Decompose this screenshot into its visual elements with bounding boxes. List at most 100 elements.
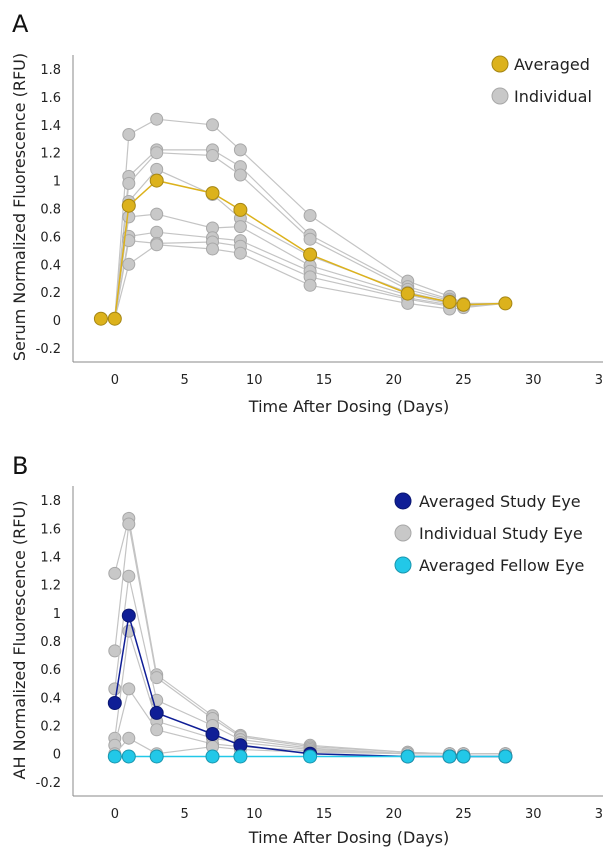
individual-point bbox=[122, 731, 136, 745]
x-axis-label: Time After Dosing (Days) bbox=[248, 397, 449, 416]
x-tick-label: 10 bbox=[246, 373, 263, 388]
individual-line bbox=[114, 630, 506, 755]
x-tick-label: 35 bbox=[595, 373, 603, 388]
individual-point bbox=[122, 569, 136, 583]
series-layer bbox=[93, 112, 513, 326]
individual-line bbox=[114, 576, 506, 755]
x-tick-label: 25 bbox=[455, 373, 472, 388]
averaged-point bbox=[456, 297, 471, 312]
averaged-point bbox=[400, 286, 415, 301]
averaged-point bbox=[149, 705, 164, 720]
averaged-series bbox=[93, 173, 513, 326]
individual-point bbox=[150, 225, 164, 239]
y-tick-label: -0.2 bbox=[36, 776, 61, 791]
individual-point bbox=[122, 234, 136, 248]
panel-a: A -0.2 0 0.2 0.4 0.6 0.8 1 1.2 1.4 1.6 1.8 0 5 10 15 2… bbox=[10, 10, 603, 416]
x-tick-label: 0 bbox=[111, 807, 119, 822]
individual-series bbox=[108, 569, 512, 761]
individual-point bbox=[233, 143, 247, 157]
x-tick-label: 15 bbox=[316, 373, 333, 388]
series-layer bbox=[107, 511, 513, 764]
y-tick-labels: -0.2 0 0.2 0.4 0.6 0.8 1 1.2 1.4 1.6 1.8 bbox=[36, 494, 61, 791]
averaged-point bbox=[303, 749, 318, 764]
x-tick-label: 35 bbox=[595, 807, 603, 822]
legend-marker-individual bbox=[491, 87, 509, 105]
y-tick-label: 0 bbox=[53, 314, 61, 329]
averaged-point bbox=[205, 749, 220, 764]
averaged-point bbox=[121, 198, 136, 213]
individual-point bbox=[108, 644, 122, 658]
individual-point bbox=[150, 112, 164, 126]
y-axis-label: AH Normalized Fluorescence (RFU) bbox=[10, 501, 29, 780]
individual-series bbox=[108, 517, 512, 761]
individual-point bbox=[122, 682, 136, 696]
y-tick-label: 1 bbox=[53, 175, 61, 190]
y-tick-label: 0.8 bbox=[40, 203, 61, 218]
individual-point bbox=[150, 723, 164, 737]
individual-point bbox=[108, 566, 122, 580]
averaged-point bbox=[107, 749, 122, 764]
x-axis-label: Time After Dosing (Days) bbox=[248, 828, 449, 847]
legend: Averaged Individual bbox=[491, 55, 592, 106]
legend-label-averaged-study-eye: Averaged Study Eye bbox=[419, 492, 581, 511]
individual-point bbox=[150, 146, 164, 160]
y-tick-labels: -0.2 0 0.2 0.4 0.6 0.8 1 1.2 1.4 1.6 1.8 bbox=[36, 63, 61, 357]
individual-point bbox=[206, 118, 219, 132]
individual-point bbox=[233, 168, 247, 182]
x-tick-label: 30 bbox=[525, 373, 542, 388]
legend-label-individual-study-eye: Individual Study Eye bbox=[419, 524, 583, 543]
x-tick-label: 0 bbox=[111, 373, 119, 388]
y-tick-label: 0.4 bbox=[40, 258, 61, 273]
individual-point bbox=[150, 162, 164, 176]
x-tick-label: 5 bbox=[180, 373, 188, 388]
averaged-point bbox=[149, 173, 164, 188]
legend: Averaged Study Eye Individual Study Eye … bbox=[394, 492, 584, 575]
legend-label-averaged-fellow-eye: Averaged Fellow Eye bbox=[419, 556, 584, 575]
individual-point bbox=[303, 209, 317, 222]
y-axis-label: Serum Normalized Fluorescence (RFU) bbox=[10, 53, 29, 361]
averaged-series bbox=[107, 749, 513, 764]
averaged-point bbox=[107, 311, 122, 326]
y-tick-label: -0.2 bbox=[36, 342, 61, 357]
averaged-point bbox=[233, 202, 248, 217]
y-tick-label: 0.2 bbox=[40, 286, 61, 301]
y-tick-label: 0.6 bbox=[40, 663, 61, 678]
y-tick-label: 1.2 bbox=[40, 147, 61, 162]
x-tick-labels: 0 5 10 15 20 25 30 35 bbox=[111, 807, 603, 822]
legend-marker-individual-study-eye bbox=[394, 524, 412, 542]
y-tick-label: 0.8 bbox=[40, 635, 61, 650]
individual-point bbox=[233, 220, 247, 234]
y-tick-label: 0.6 bbox=[40, 230, 61, 245]
x-tick-label: 20 bbox=[386, 373, 403, 388]
averaged-point bbox=[456, 749, 471, 764]
y-tick-label: 0.4 bbox=[40, 691, 61, 706]
individual-point bbox=[122, 128, 136, 141]
individual-point bbox=[150, 671, 164, 685]
y-tick-label: 1.2 bbox=[40, 579, 61, 594]
y-tick-label: 1.6 bbox=[40, 522, 61, 537]
x-tick-label: 25 bbox=[455, 807, 472, 822]
individual-line bbox=[114, 518, 506, 755]
averaged-point bbox=[121, 608, 136, 623]
averaged-point bbox=[442, 295, 457, 309]
x-tick-label: 15 bbox=[316, 807, 333, 822]
y-tick-label: 1.6 bbox=[40, 91, 61, 106]
individual-series bbox=[108, 511, 512, 761]
y-tick-label: 1.8 bbox=[40, 494, 61, 509]
averaged-point bbox=[442, 749, 457, 764]
axes bbox=[72, 486, 603, 797]
individual-point bbox=[206, 242, 219, 256]
panel-b: B -0.2 0 0.2 0.4 0.6 0.8 1 1.2 1.4 1.6 1.8 0 5 10 15 2… bbox=[10, 452, 603, 847]
averaged-point bbox=[205, 727, 220, 741]
legend-label-averaged: Averaged bbox=[514, 55, 590, 74]
averaged-point bbox=[400, 749, 415, 764]
averaged-point bbox=[498, 296, 513, 311]
y-tick-label: 1.8 bbox=[40, 63, 61, 78]
individual-point bbox=[150, 207, 164, 221]
individual-point bbox=[303, 278, 317, 292]
individual-point bbox=[122, 517, 136, 531]
x-tick-labels: 0 5 10 15 20 25 30 35 bbox=[111, 373, 603, 388]
averaged-point bbox=[498, 749, 513, 764]
individual-point bbox=[122, 176, 136, 190]
